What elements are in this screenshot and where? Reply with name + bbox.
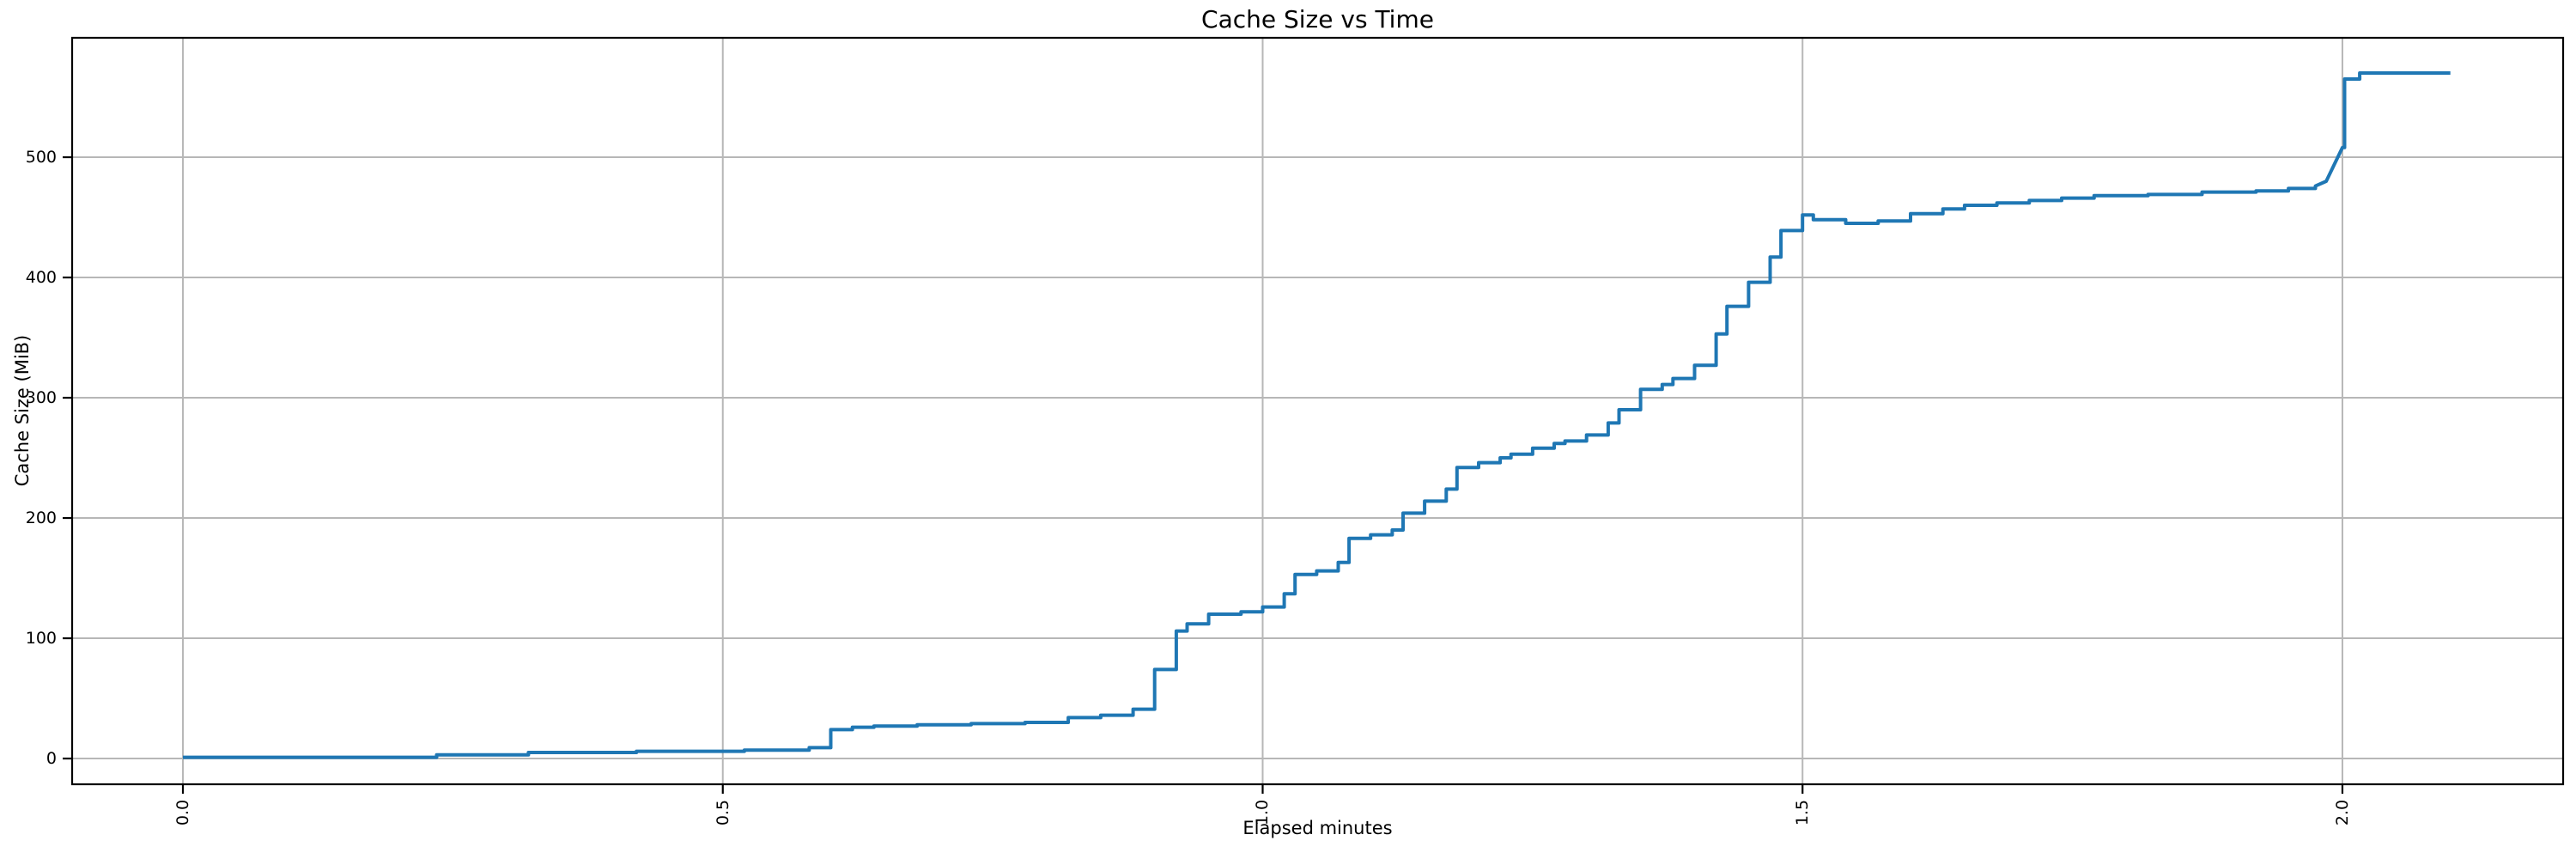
x-tick-label: 1.0 [1253,799,1273,826]
axis-tick-marks [63,155,2344,794]
x-tick-label: 0.5 [713,799,732,826]
y-tick-label: 200 [25,509,57,528]
x-axis-label: Elapsed minutes [1242,818,1393,838]
cache-size-line [183,71,2451,759]
chart-title: Cache Size vs Time [1201,5,1434,34]
x-tick-label: 2.0 [2332,799,2352,826]
y-tick-label: 300 [25,388,57,408]
x-tick-label: 0.0 [173,799,193,826]
gridlines [72,38,2563,784]
y-tick-label: 400 [25,268,57,288]
y-tick-label: 0 [46,749,57,769]
y-tick-label: 500 [25,148,57,168]
y-axis-label: Cache Size (MiB) [12,334,33,487]
plot-border [70,36,2565,786]
x-tick-label: 1.5 [1793,799,1813,826]
y-tick-label: 100 [25,629,57,649]
